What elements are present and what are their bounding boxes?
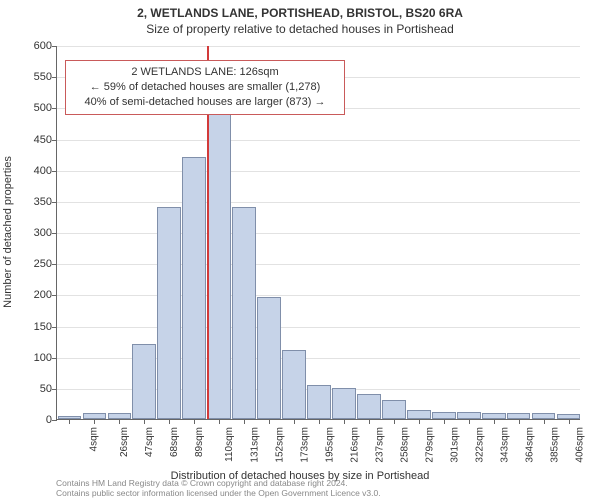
xtick-label: 301sqm [449, 427, 460, 463]
ytick-label: 450 [12, 134, 52, 146]
ytick-label: 550 [12, 71, 52, 83]
xtick-mark [94, 419, 95, 424]
info-box-line: 40% of semi-detached houses are larger (… [74, 95, 336, 110]
ytick-mark [52, 295, 57, 296]
xtick-mark [294, 419, 295, 424]
xtick-label: 68sqm [169, 427, 180, 457]
histogram-bar [257, 297, 281, 419]
ytick-mark [52, 358, 57, 359]
xtick-mark [269, 419, 270, 424]
histogram-plot: 2 WETLANDS LANE: 126sqm← 59% of detached… [56, 46, 580, 420]
ytick-mark [52, 46, 57, 47]
ytick-label: 0 [12, 414, 52, 426]
histogram-bar [407, 410, 431, 419]
histogram-bar [232, 207, 256, 419]
gridline [57, 46, 580, 47]
xtick-mark [344, 419, 345, 424]
xtick-label: 237sqm [375, 427, 386, 463]
ytick-label: 150 [12, 321, 52, 333]
info-box-line: 2 WETLANDS LANE: 126sqm [74, 65, 336, 80]
xtick-label: 173sqm [300, 427, 311, 463]
ytick-mark [52, 77, 57, 78]
xtick-label: 258sqm [399, 427, 410, 463]
xtick-label: 152sqm [275, 427, 286, 463]
histogram-bar [282, 350, 306, 419]
ytick-label: 100 [12, 352, 52, 364]
ytick-label: 350 [12, 196, 52, 208]
chart-title-main: 2, WETLANDS LANE, PORTISHEAD, BRISTOL, B… [0, 0, 600, 20]
ytick-mark [52, 420, 57, 421]
xtick-label: 89sqm [194, 427, 205, 457]
xtick-mark [69, 419, 70, 424]
histogram-bar [157, 207, 181, 419]
xtick-mark [394, 419, 395, 424]
ytick-mark [52, 233, 57, 234]
histogram-bar [182, 157, 206, 419]
histogram-bar [332, 388, 356, 419]
xtick-label: 131sqm [250, 427, 261, 463]
gridline [57, 202, 580, 203]
ytick-label: 200 [12, 289, 52, 301]
xtick-mark [244, 419, 245, 424]
xtick-label: 110sqm [224, 427, 235, 462]
xtick-mark [319, 419, 320, 424]
xtick-mark [444, 419, 445, 424]
footer-line-2: Contains public sector information licen… [56, 489, 381, 498]
gridline [57, 327, 580, 328]
gridline [57, 295, 580, 296]
histogram-bar [132, 344, 156, 419]
xtick-mark [169, 419, 170, 424]
histogram-bar [432, 412, 456, 419]
gridline [57, 171, 580, 172]
ytick-mark [52, 327, 57, 328]
ytick-mark [52, 202, 57, 203]
xtick-mark [194, 419, 195, 424]
xtick-label: 47sqm [144, 427, 155, 457]
ytick-label: 400 [12, 165, 52, 177]
footer-attribution: Contains HM Land Registry data © Crown c… [56, 479, 381, 498]
info-box-line: ← 59% of detached houses are smaller (1,… [74, 80, 336, 95]
xtick-label: 364sqm [524, 427, 535, 463]
xtick-mark [369, 419, 370, 424]
xtick-label: 4sqm [89, 427, 100, 451]
xtick-mark [519, 419, 520, 424]
xtick-mark [544, 419, 545, 424]
chart-title-sub: Size of property relative to detached ho… [0, 20, 600, 40]
xtick-label: 385sqm [549, 427, 560, 463]
ytick-label: 250 [12, 258, 52, 270]
info-box: 2 WETLANDS LANE: 126sqm← 59% of detached… [65, 60, 345, 115]
xtick-mark [219, 419, 220, 424]
xtick-mark [469, 419, 470, 424]
xtick-label: 216sqm [350, 427, 361, 463]
ytick-mark [52, 171, 57, 172]
histogram-bar [457, 412, 481, 419]
xtick-label: 322sqm [474, 427, 485, 463]
gridline [57, 264, 580, 265]
histogram-bar [382, 400, 406, 419]
ytick-mark [52, 389, 57, 390]
gridline [57, 233, 580, 234]
gridline [57, 140, 580, 141]
xtick-mark [119, 419, 120, 424]
xtick-mark [569, 419, 570, 424]
ytick-mark [52, 140, 57, 141]
histogram-bar [357, 394, 381, 419]
ytick-label: 50 [12, 383, 52, 395]
histogram-bar [307, 385, 331, 419]
xtick-label: 195sqm [325, 427, 336, 463]
xtick-label: 343sqm [499, 427, 510, 463]
histogram-bar [207, 114, 231, 419]
xtick-label: 279sqm [424, 427, 435, 463]
xtick-label: 406sqm [574, 427, 585, 463]
xtick-mark [144, 419, 145, 424]
ytick-label: 600 [12, 40, 52, 52]
ytick-label: 500 [12, 102, 52, 114]
ytick-label: 300 [12, 227, 52, 239]
xtick-mark [419, 419, 420, 424]
ytick-mark [52, 108, 57, 109]
ytick-mark [52, 264, 57, 265]
xtick-label: 26sqm [119, 427, 130, 457]
xtick-mark [494, 419, 495, 424]
